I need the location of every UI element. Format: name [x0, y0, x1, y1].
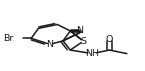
Text: O: O	[106, 35, 113, 44]
Text: Br: Br	[3, 34, 14, 43]
Text: N: N	[76, 26, 83, 35]
Text: S: S	[80, 37, 86, 46]
Text: NH: NH	[85, 49, 99, 58]
Text: N: N	[47, 40, 54, 49]
